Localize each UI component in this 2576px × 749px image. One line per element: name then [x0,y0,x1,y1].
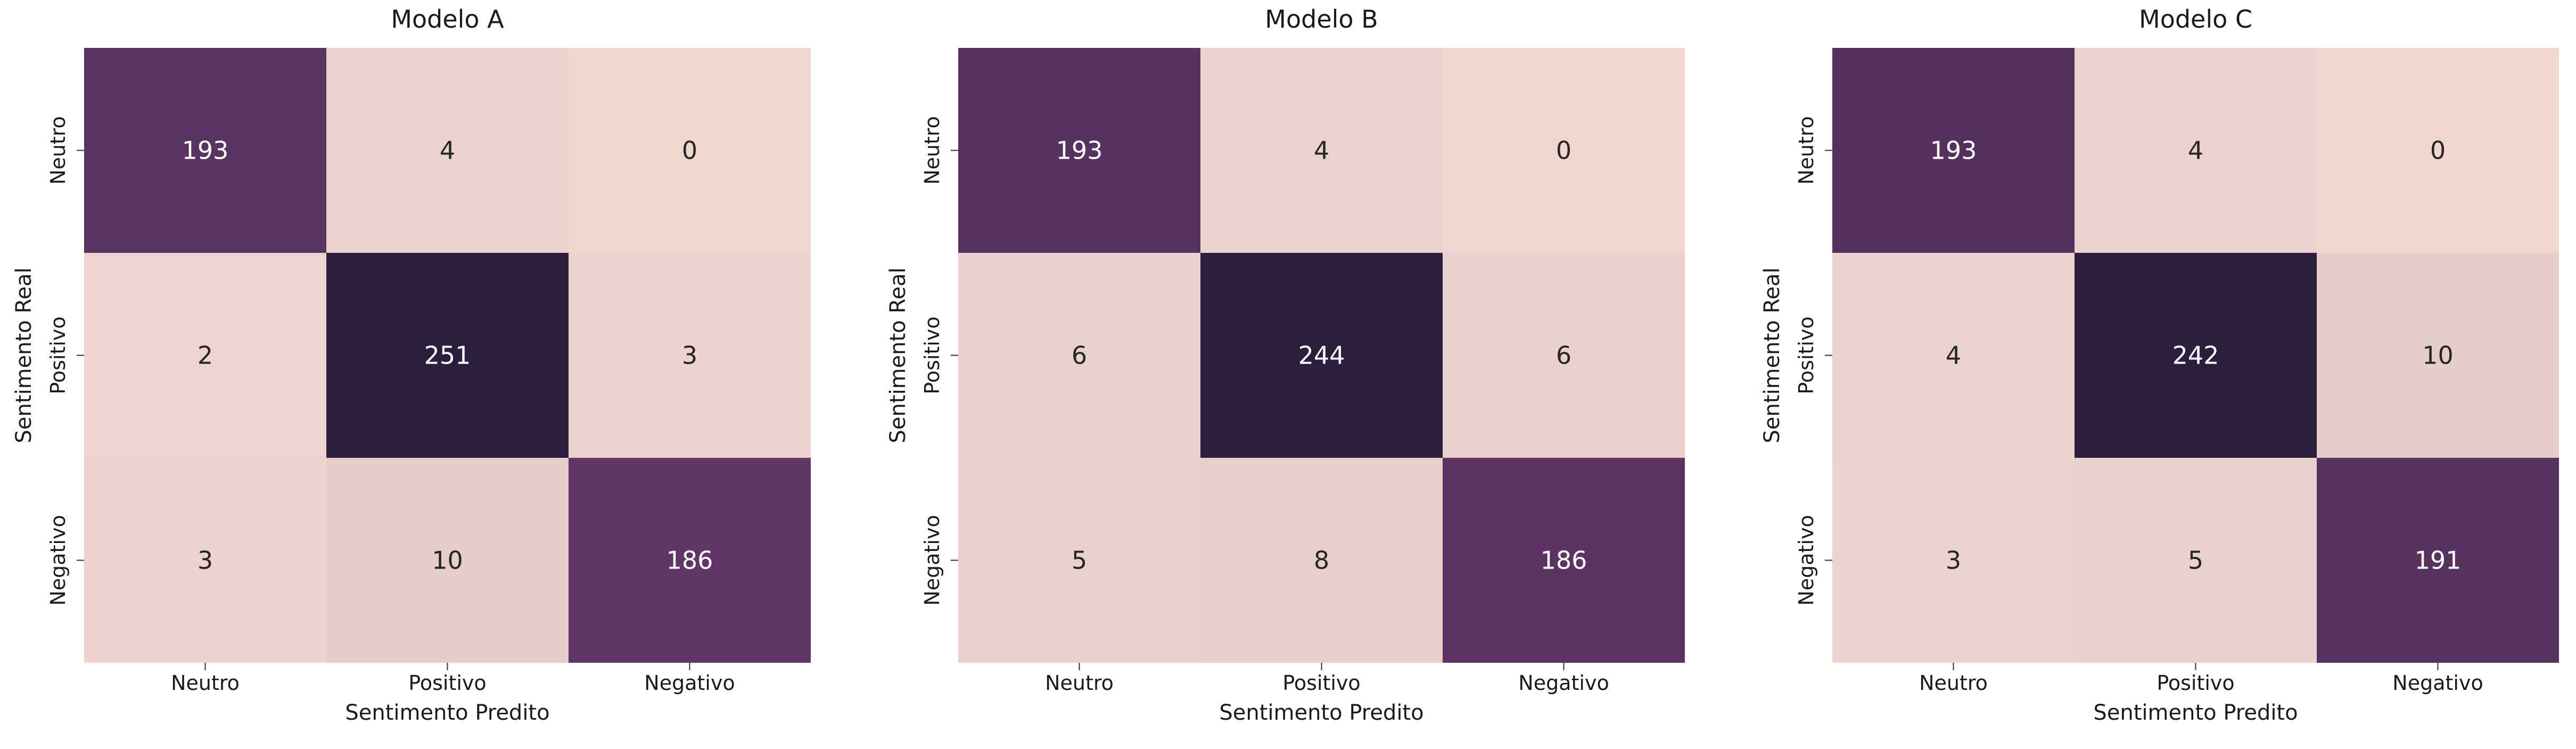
cell-value-label: 193 [1056,136,1103,165]
cell-value-label: 8 [1314,546,1329,575]
heatmap-cell [1200,48,1443,253]
y-tick-label: Negativo [920,515,944,605]
heatmap-cell [1443,458,1685,663]
cell-value-label: 186 [1541,546,1587,575]
cell-value-label: 251 [424,341,471,370]
cell-value-label: 0 [1556,136,1571,165]
heatmap-cell [569,48,811,253]
cell-value-label: 193 [182,136,229,165]
y-tick-label: Negativo [1795,515,1818,605]
y-tick-label: Positivo [1795,316,1818,394]
x-tick-label: Negativo [1518,671,1609,695]
x-axis-label: Sentimento Predito [2093,701,2298,725]
x-tick-label: Negativo [2392,671,2483,695]
x-tick-label: Neutro [1045,671,1114,695]
cell-value-label: 5 [1072,546,1087,575]
panel-title: Modelo A [391,5,504,34]
heatmap-cell [84,253,326,458]
y-tick-label: Positivo [920,316,944,394]
heatmap-cell [958,48,1200,253]
cell-value-label: 4 [2188,136,2203,165]
heatmap-cell [1200,253,1443,458]
cell-value-label: 3 [682,341,697,370]
cell-value-label: 0 [682,136,697,165]
cell-value-label: 4 [440,136,455,165]
heatmap-panel-3: Modelo C 193 4 0 4 242 10 3 5 191 Neutro Positivo Ne… [1760,5,2559,725]
panel-title: Modelo B [1265,5,1378,34]
heatmap-cell [2075,48,2317,253]
y-axis-label: Sentimento Real [1760,267,1784,443]
x-axis-label: Sentimento Predito [1219,701,1423,725]
cell-value-label: 3 [197,546,213,575]
y-tick-label: Neutro [46,116,70,185]
cell-value-label: 244 [1298,341,1345,370]
y-tick-label: Negativo [46,515,70,605]
cell-value-label: 242 [2172,341,2219,370]
heatmap-cell [326,458,569,663]
x-tick-label: Negativo [644,671,735,695]
heatmap-cell [958,458,1200,663]
heatmap-cell [569,458,811,663]
heatmap-cell [2075,253,2317,458]
panel-title: Modelo C [2139,5,2252,34]
heatmap-cell [2317,458,2559,663]
heatmap-cell [1443,48,1685,253]
cell-value-label: 3 [1946,546,1961,575]
heatmap-panel-2: Modelo B 193 4 0 6 244 6 5 8 186 Neutro Positivo Neg… [886,5,1685,725]
cell-value-label: 6 [1072,341,1087,370]
y-tick-label: Positivo [46,316,70,394]
x-tick-label: Positivo [408,671,486,695]
cell-value-label: 10 [2422,341,2454,370]
heatmap-cell [1832,48,2075,253]
cell-value-label: 186 [666,546,713,575]
heatmap-cell [326,48,569,253]
x-tick-label: Neutro [171,671,240,695]
heatmap-cell [1832,458,2075,663]
cell-value-label: 4 [1946,341,1961,370]
heatmap-cell [1443,253,1685,458]
heatmap-cell [1832,253,2075,458]
cell-value-label: 5 [2188,546,2203,575]
cell-value-label: 191 [2415,546,2462,575]
heatmap-cell [1200,458,1443,663]
y-axis-label: Sentimento Real [12,267,36,443]
y-axis-label: Sentimento Real [886,267,910,443]
cell-value-label: 4 [1314,136,1329,165]
cell-value-label: 6 [1556,341,1571,370]
x-tick-label: Positivo [2157,671,2234,695]
heatmap-cell [84,48,326,253]
y-tick-label: Neutro [920,116,944,185]
x-tick-label: Positivo [1282,671,1360,695]
heatmap-cell [569,253,811,458]
cell-value-label: 2 [197,341,213,370]
cell-value-label: 193 [1930,136,1977,165]
heatmap-cell [2317,253,2559,458]
cell-value-label: 0 [2430,136,2446,165]
heatmap-cell [2075,458,2317,663]
cell-value-label: 10 [432,546,463,575]
heatmap-cell [958,253,1200,458]
heatmap-cell [2317,48,2559,253]
x-axis-label: Sentimento Predito [345,701,549,725]
heatmap-panel-1: Modelo A 193 4 0 2 251 3 3 10 186 Neutro Positivo Ne… [12,5,811,725]
x-tick-label: Neutro [1919,671,1988,695]
y-tick-label: Neutro [1795,116,1818,185]
heatmap-cell [326,253,569,458]
heatmap-cell [84,458,326,663]
